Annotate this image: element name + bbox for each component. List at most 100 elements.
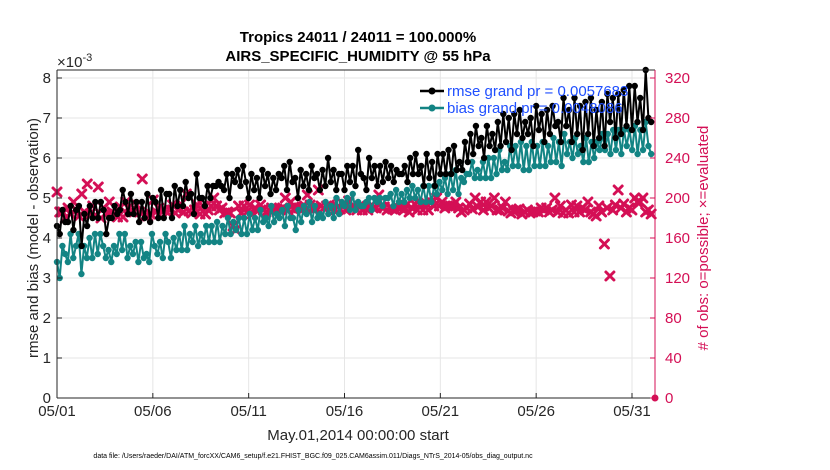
- bias-point: [460, 178, 468, 186]
- bias-point: [276, 214, 283, 222]
- rmse-point: [387, 162, 395, 170]
- bias-point: [148, 230, 156, 238]
- rmse-point: [368, 174, 376, 182]
- obs-evaluated-marker: [593, 200, 605, 212]
- rmse-point: [637, 94, 644, 102]
- y2-tick-label: 160: [665, 230, 690, 247]
- rmse-point: [308, 162, 315, 170]
- rmse-point: [261, 182, 269, 190]
- bias-point: [365, 194, 373, 202]
- obs-evaluated-marker: [607, 204, 619, 216]
- obs-evaluated-marker: [81, 178, 93, 190]
- ticks: 05/01 05/06 05/11 05/16 05/21 05/26 05/31 0 1 2 3 4…: [38, 70, 690, 420]
- rmse-point: [459, 166, 466, 174]
- rmse-point: [160, 214, 167, 222]
- rmse-point: [598, 98, 606, 106]
- bias-point: [618, 150, 625, 158]
- bias-point: [547, 158, 554, 166]
- bias-point: [574, 150, 582, 158]
- rmse-point: [606, 118, 614, 126]
- bias-point: [265, 222, 272, 230]
- bias-point: [105, 246, 112, 254]
- obs-evaluated-marker: [92, 181, 104, 193]
- rmse-point: [108, 214, 115, 222]
- bias-point: [436, 178, 443, 186]
- bias-point: [335, 210, 343, 218]
- bias-point: [398, 190, 405, 198]
- rmse-point: [305, 186, 313, 194]
- rmse-point: [239, 162, 247, 170]
- obs-evaluated-marker: [76, 188, 88, 200]
- rmse-point: [64, 218, 72, 226]
- bias-point: [227, 230, 234, 238]
- bias-point: [211, 238, 218, 246]
- bias-point: [129, 250, 137, 258]
- bias-point: [428, 198, 435, 206]
- bias-point: [333, 194, 340, 202]
- rmse-point: [346, 178, 354, 186]
- y2-tick-label: 320: [665, 70, 690, 87]
- rmse-point: [292, 174, 299, 182]
- bias-point: [390, 202, 397, 210]
- rmse-point: [456, 158, 463, 166]
- y2-tick-label: 200: [665, 190, 690, 207]
- bias-point: [322, 198, 329, 206]
- bias-point: [127, 242, 134, 250]
- rmse-point: [70, 226, 77, 234]
- bias-point: [154, 250, 161, 258]
- bias-point: [449, 186, 457, 194]
- bias-point: [455, 190, 462, 198]
- rmse-point: [166, 190, 173, 198]
- bias-point: [205, 238, 213, 246]
- bias-point: [167, 254, 175, 262]
- bias-point: [232, 226, 240, 234]
- legend-rmse-label: rmse grand pr = 0.0057683: [447, 83, 628, 100]
- rmse-point: [138, 198, 146, 206]
- rmse-point: [130, 210, 137, 218]
- rmse-point: [146, 218, 154, 226]
- rmse-point: [420, 182, 428, 190]
- bias-point: [512, 142, 519, 150]
- rmse-point: [278, 174, 285, 182]
- bias-point: [525, 166, 533, 174]
- rmse-point: [385, 174, 392, 182]
- bias-point: [99, 242, 107, 250]
- rmse-point: [198, 194, 206, 202]
- rmse-point: [182, 178, 189, 186]
- rmse-point: [111, 202, 118, 210]
- rmse-point: [647, 118, 655, 126]
- bias-point: [137, 238, 145, 246]
- rmse-point: [428, 158, 436, 166]
- rmse-point: [469, 150, 477, 158]
- bias-point: [135, 258, 142, 266]
- bias-point: [173, 246, 180, 254]
- bias-point: [116, 230, 123, 238]
- rmse-point: [497, 142, 504, 150]
- rmse-point: [349, 162, 356, 170]
- bias-point: [297, 218, 305, 226]
- rmse-point: [626, 82, 633, 90]
- rmse-point: [511, 110, 518, 118]
- bias-point: [327, 202, 335, 210]
- bias-point: [78, 270, 85, 278]
- y-tick-label: 0: [43, 390, 51, 407]
- bias-point: [319, 214, 327, 222]
- obs-evaluated-marker: [472, 201, 484, 213]
- rmse-point: [437, 170, 444, 178]
- bias-point: [311, 202, 318, 210]
- bias-point: [490, 154, 498, 162]
- rmse-point: [584, 130, 592, 138]
- rmse-point: [442, 170, 450, 178]
- rmse-point: [461, 138, 469, 146]
- bias-point: [124, 254, 131, 262]
- rmse-point: [407, 154, 414, 162]
- rmse-point: [300, 182, 307, 190]
- y-exponent-label: ×10-3: [57, 52, 92, 71]
- bias-point: [417, 198, 424, 206]
- rmse-point: [141, 214, 148, 222]
- rmse-point: [557, 138, 565, 146]
- y-exponent-power: -3: [82, 52, 92, 64]
- rmse-point: [631, 82, 638, 90]
- bias-point: [208, 222, 215, 230]
- rmse-point: [382, 158, 389, 166]
